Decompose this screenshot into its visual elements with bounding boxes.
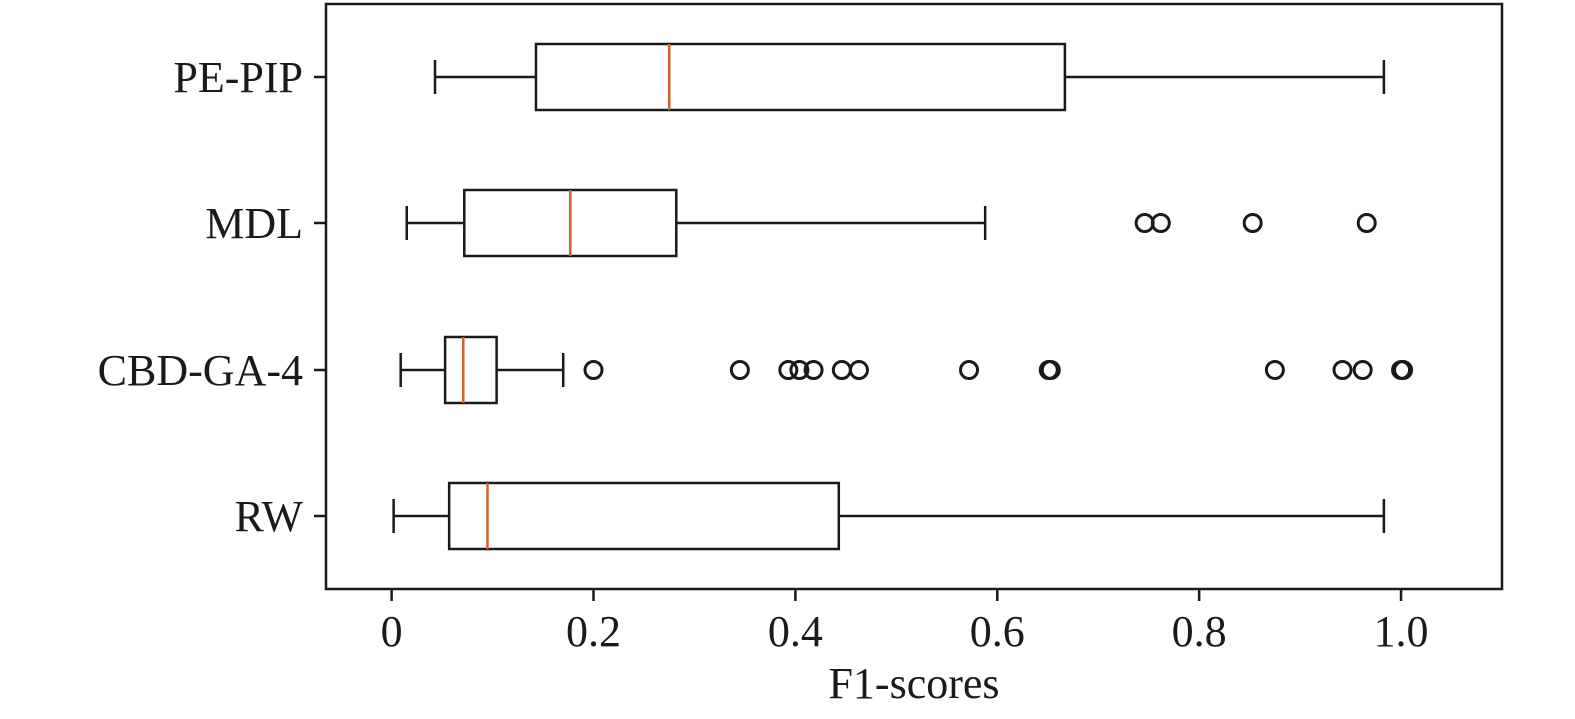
outlier-point [1040, 360, 1061, 380]
category-label-mdl: MDL [205, 199, 303, 248]
box-pe-pip [534, 42, 1067, 112]
x-tick-label: 0 [381, 607, 403, 656]
outlier-point [789, 360, 810, 380]
x-tick-label: 0.2 [566, 607, 621, 656]
outlier-point [1352, 360, 1373, 380]
outlier-point [1393, 360, 1414, 380]
x-tick-label: 0.8 [1172, 607, 1227, 656]
outlier-point [848, 360, 869, 380]
category-label-cbd-ga-4: CBD-GA-4 [98, 346, 303, 395]
outlier-point [831, 360, 852, 380]
x-tick-label: 1.0 [1374, 607, 1429, 656]
outlier-point [1264, 360, 1285, 380]
outlier-point [583, 360, 604, 380]
outlier-point [1332, 360, 1353, 380]
box-rw [447, 481, 841, 551]
category-label-rw: RW [235, 492, 304, 541]
outlier-point [1242, 213, 1263, 233]
category-label-pe-pip: PE-PIP [173, 53, 303, 102]
outlier-point [1150, 213, 1171, 233]
outlier-point [729, 360, 750, 380]
box-cbd-ga-4 [443, 335, 498, 405]
x-tick-label: 0.6 [970, 607, 1025, 656]
outlier-point [959, 360, 980, 380]
x-axis-title: F1-scores [828, 659, 999, 708]
outlier-point [778, 360, 799, 380]
x-tick-label: 0.4 [768, 607, 823, 656]
outlier-point [1134, 213, 1155, 233]
chart-marks: 0 0.2 0.4 0.6 0.8 1.0 PE-PIP MDL CBD-GA-4 RW [98, 42, 1429, 656]
outlier-point [803, 360, 824, 380]
plot-area-frame [324, 2, 1504, 591]
outlier-point [1356, 213, 1377, 233]
